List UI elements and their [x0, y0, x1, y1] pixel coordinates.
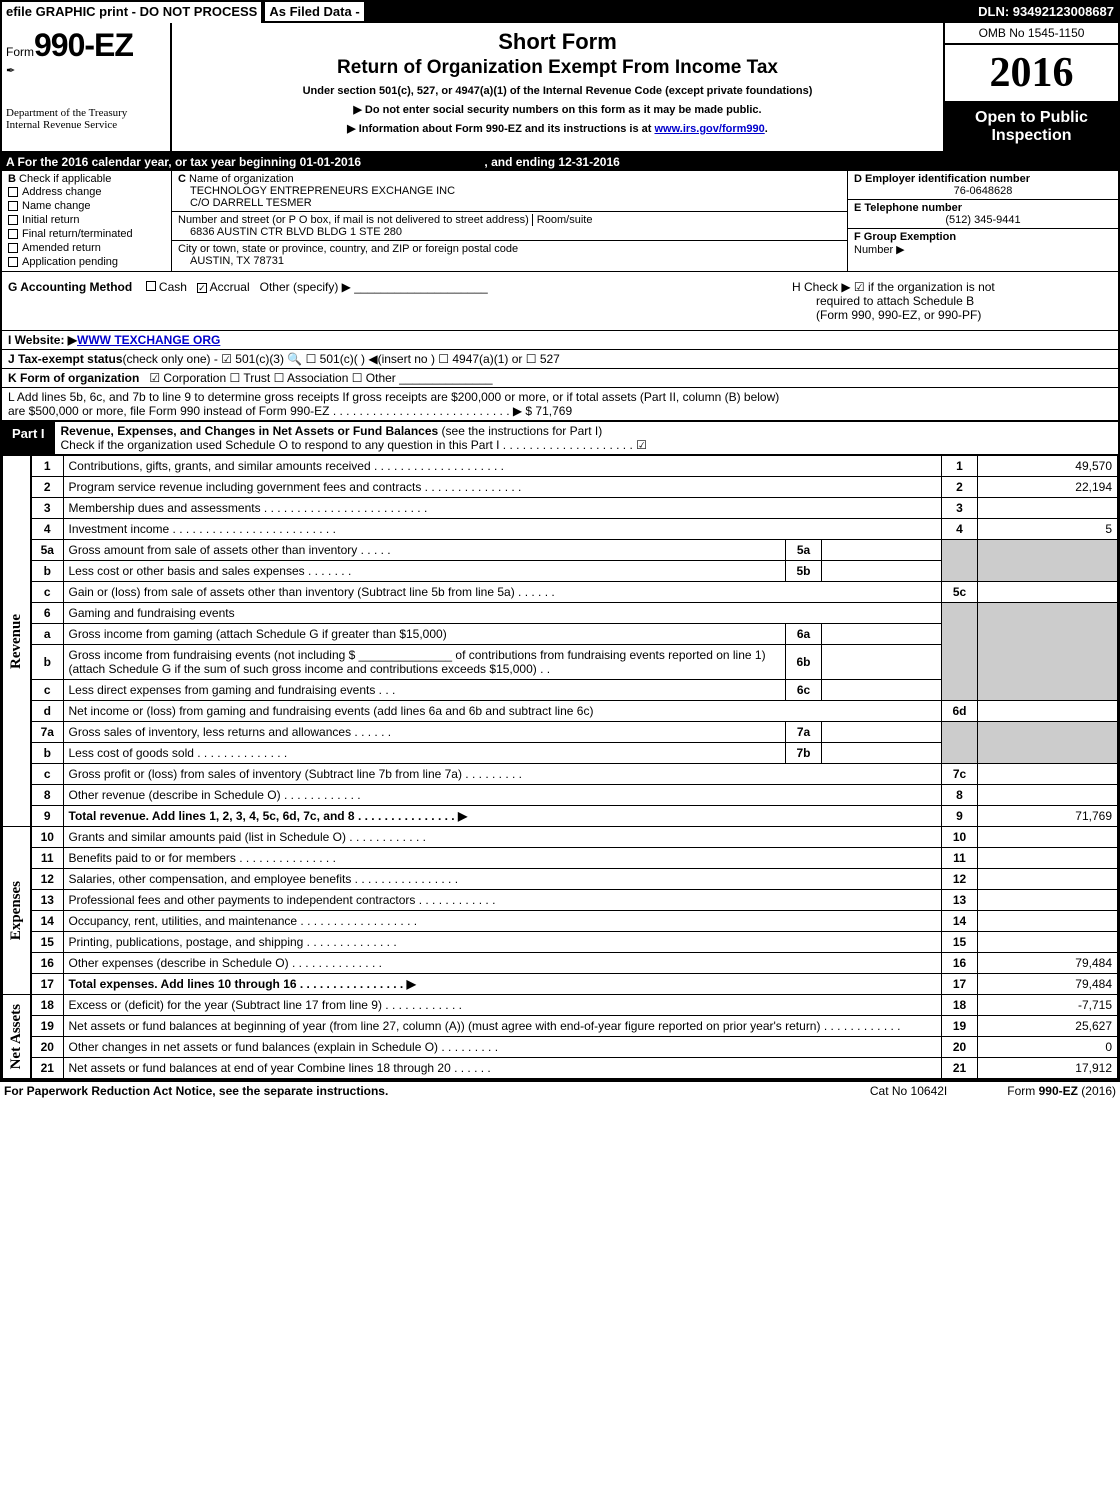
cb-accrual[interactable]: ✓	[197, 283, 207, 293]
cb-application-pending[interactable]: Application pending	[8, 255, 165, 269]
footer-left: For Paperwork Reduction Act Notice, see …	[4, 1084, 388, 1098]
part-1-label: Part I	[2, 422, 55, 454]
form-header: Form990-EZ ✒ Department of the Treasury …	[2, 23, 1118, 153]
cb-initial-return[interactable]: Initial return	[8, 213, 165, 227]
footer-form: Form 990-EZ (2016)	[1007, 1084, 1116, 1098]
line-rnum: 1	[942, 456, 978, 477]
street-block: Number and street (or P O box, if mail i…	[172, 212, 847, 241]
form-number: 990-EZ	[34, 27, 133, 63]
street: 6836 AUSTIN CTR BLVD BLDG 1 STE 280	[178, 226, 402, 238]
form-prefix: Form	[6, 45, 34, 59]
website-link[interactable]: WWW TEXCHANGE ORG	[77, 333, 220, 347]
line-k-org-form: K Form of organization ☑ Corporation ☐ T…	[2, 369, 1118, 388]
section-bcdef: B Check if applicable Address change Nam…	[2, 171, 1118, 272]
line-val: 49,570	[978, 456, 1118, 477]
cb-address-change[interactable]: Address change	[8, 185, 165, 199]
line-j-tax-status: J Tax-exempt status(check only one) - ☑ …	[2, 350, 1118, 369]
phone: (512) 345-9441	[854, 214, 1112, 226]
column-de: D Employer identification number 76-0648…	[848, 171, 1118, 271]
note-info: ▶ Information about Form 990-EZ and its …	[180, 122, 935, 135]
omb-number: OMB No 1545-1150	[945, 23, 1118, 45]
title-return: Return of Organization Exempt From Incom…	[180, 57, 935, 79]
line-h: H Check ▶ ☑ if the organization is not r…	[792, 280, 1112, 322]
side-revenue: Revenue	[3, 456, 32, 827]
group-exemption-block: F Group Exemption Number ▶	[848, 229, 1118, 258]
as-filed: As Filed Data -	[263, 2, 365, 23]
row-a-tax-year: A For the 2016 calendar year, or tax yea…	[2, 153, 1118, 171]
cb-name-change[interactable]: Name change	[8, 199, 165, 213]
header-center: Short Form Return of Organization Exempt…	[172, 23, 943, 151]
ein-block: D Employer identification number 76-0648…	[848, 171, 1118, 200]
org-co: C/O DARRELL TESMER	[178, 197, 312, 209]
side-expenses: Expenses	[3, 827, 32, 995]
line-desc: Contributions, gifts, grants, and simila…	[63, 456, 942, 477]
part-1-table: Revenue 1 Contributions, gifts, grants, …	[2, 455, 1118, 1079]
efile-notice: efile GRAPHIC print - DO NOT PROCESS	[2, 2, 263, 23]
subtitle: Under section 501(c), 527, or 4947(a)(1)…	[180, 85, 935, 97]
org-name-block: C Name of organization TECHNOLOGY ENTREP…	[172, 171, 847, 212]
title-short-form: Short Form	[180, 29, 935, 55]
line-i-website: I Website: ▶WWW TEXCHANGE ORG	[2, 331, 1118, 350]
header-left: Form990-EZ ✒ Department of the Treasury …	[2, 23, 172, 151]
tax-year: 2016	[945, 45, 1118, 103]
dln: DLN: 93492123008687	[974, 2, 1118, 23]
part-1-title: Revenue, Expenses, and Changes in Net As…	[55, 422, 1118, 454]
header-right: OMB No 1545-1150 2016 Open to Public Ins…	[943, 23, 1118, 151]
top-bar: efile GRAPHIC print - DO NOT PROCESS As …	[2, 2, 1118, 23]
line-g-accounting: G Accounting Method Cash ✓ Accrual Other…	[2, 272, 1118, 331]
form-page: efile GRAPHIC print - DO NOT PROCESS As …	[0, 0, 1120, 1081]
dept-treasury: Department of the Treasury	[6, 107, 166, 119]
part-1-header: Part I Revenue, Expenses, and Changes in…	[2, 422, 1118, 455]
line-num: 1	[31, 456, 63, 477]
side-net-assets: Net Assets	[3, 995, 32, 1079]
city: AUSTIN, TX 78731	[178, 255, 284, 267]
note-ssn: ▶ Do not enter social security numbers o…	[180, 103, 935, 116]
line-l-gross-receipts: L Add lines 5b, 6c, and 7b to line 9 to …	[2, 388, 1118, 422]
ein: 76-0648628	[854, 185, 1112, 197]
column-b: B Check if applicable Address change Nam…	[2, 171, 172, 271]
cb-amended-return[interactable]: Amended return	[8, 241, 165, 255]
irs-link[interactable]: www.irs.gov/form990	[655, 123, 765, 135]
cb-final-return[interactable]: Final return/terminated	[8, 227, 165, 241]
phone-block: E Telephone number (512) 345-9441	[848, 200, 1118, 229]
dept-irs: Internal Revenue Service	[6, 119, 166, 131]
column-c: C Name of organization TECHNOLOGY ENTREP…	[172, 171, 848, 271]
page-footer: For Paperwork Reduction Act Notice, see …	[0, 1081, 1120, 1100]
cb-cash[interactable]	[146, 281, 156, 291]
org-name: TECHNOLOGY ENTREPRENEURS EXCHANGE INC	[178, 185, 455, 197]
footer-cat-no: Cat No 10642I	[870, 1084, 947, 1098]
open-to-public: Open to Public Inspection	[945, 103, 1118, 151]
city-block: City or town, state or province, country…	[172, 241, 847, 269]
